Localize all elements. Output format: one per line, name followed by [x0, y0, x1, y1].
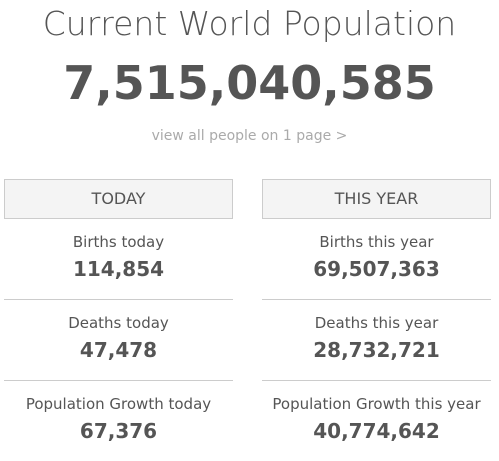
view-all-people-link[interactable]: view all people on 1 page > [151, 128, 348, 144]
population-counter: 7,515,040,585 [63, 56, 436, 110]
stat-value: 47,478 [79, 338, 158, 362]
stat-value: 28,732,721 [313, 338, 440, 362]
stat-label: Deaths this year [314, 314, 439, 332]
divider [4, 380, 233, 381]
page-title: Current World Population [42, 4, 457, 43]
divider [4, 299, 233, 300]
stat-value: 114,854 [72, 257, 165, 281]
divider [262, 380, 491, 381]
deaths-today-stat: Deaths today 47,478 [4, 300, 233, 380]
growth-year-stat: Population Growth this year 40,774,642 [262, 381, 491, 461]
deaths-year-stat: Deaths this year 28,732,721 [262, 300, 491, 380]
divider [262, 299, 491, 300]
growth-today-stat: Population Growth today 67,376 [4, 381, 233, 461]
stat-value: 40,774,642 [313, 419, 440, 443]
stat-label: Births this year [319, 233, 434, 251]
births-year-stat: Births this year 69,507,363 [262, 219, 491, 299]
stat-label: Population Growth today [25, 395, 212, 413]
stat-label: Deaths today [68, 314, 169, 332]
births-today-stat: Births today 114,854 [4, 219, 233, 299]
tab-this-year[interactable]: THIS YEAR [262, 179, 491, 219]
this-year-column: THIS YEAR Births this year 69,507,363 De… [262, 179, 491, 461]
stat-label: Population Growth this year [272, 395, 481, 413]
today-column: TODAY Births today 114,854 Deaths today … [4, 179, 233, 461]
stat-value: 67,376 [79, 419, 158, 443]
stat-label: Births today [72, 233, 165, 251]
tab-today[interactable]: TODAY [4, 179, 233, 219]
stat-value: 69,507,363 [313, 257, 440, 281]
